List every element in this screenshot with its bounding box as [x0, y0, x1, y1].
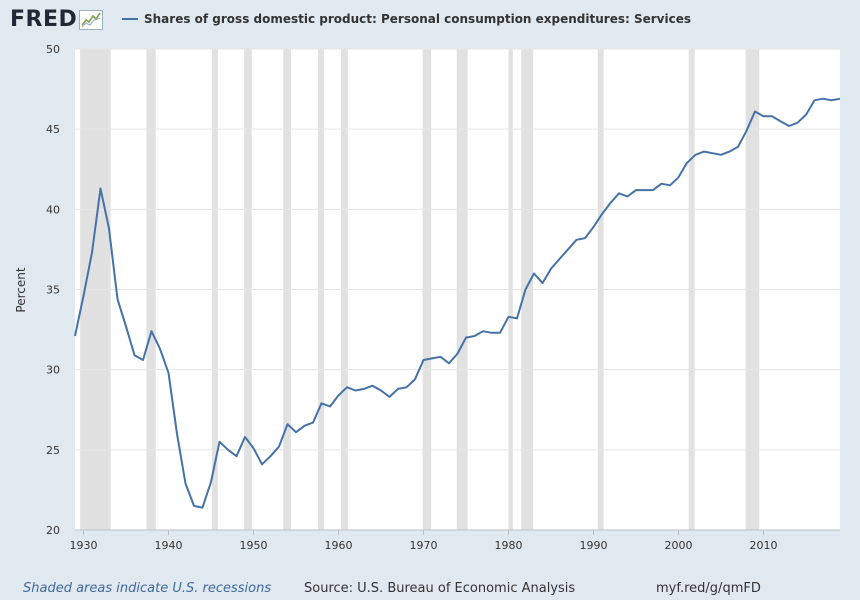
- short-url-link[interactable]: myf.red/g/qmFD: [656, 581, 761, 596]
- x-tick-label: 1980: [495, 539, 523, 552]
- legend-swatch: [122, 18, 138, 20]
- x-axis-ticks: 1930 1940 1950 1960 1970 1980 1990 2000 2010: [70, 530, 778, 552]
- chart-header: FRED Shares of gross domestic product: P…: [0, 0, 860, 40]
- y-tick-label: 35: [46, 284, 60, 297]
- trend-chart-icon: [79, 9, 104, 30]
- x-tick-label: 1970: [410, 539, 438, 552]
- y-axis-label: Percent: [14, 267, 28, 312]
- source-note: Source: U.S. Bureau of Economic Analysis: [304, 581, 576, 596]
- series-layer: [74, 97, 841, 509]
- x-tick-label: 2000: [665, 539, 693, 552]
- series-line: [74, 97, 841, 509]
- chart-footer: Shaded areas indicate U.S. recessions So…: [0, 578, 860, 600]
- chart-legend: Shares of gross domestic product: Person…: [122, 12, 691, 26]
- fred-logo[interactable]: FRED: [10, 7, 104, 32]
- y-tick-label: 25: [46, 444, 60, 457]
- x-tick-label: 1940: [155, 539, 183, 552]
- y-tick-label: 20: [46, 524, 60, 537]
- grid-lines: [75, 48, 840, 531]
- recession-note: Shaded areas indicate U.S. recessions: [23, 581, 272, 596]
- x-tick-label: 1990: [580, 539, 608, 552]
- y-tick-label: 30: [46, 364, 60, 377]
- y-tick-label: 40: [46, 203, 60, 216]
- x-tick-label: 1930: [70, 539, 98, 552]
- fred-logo-text: FRED: [10, 7, 78, 32]
- y-tick-label: 50: [46, 43, 60, 56]
- x-tick-label: 1950: [240, 539, 268, 552]
- x-tick-label: 1960: [325, 539, 353, 552]
- y-axis-ticks: 20 25 30 35 40 45 50: [46, 43, 60, 537]
- x-tick-label: 2010: [750, 539, 778, 552]
- y-tick-label: 45: [46, 123, 60, 136]
- legend-series-label: Shares of gross domestic product: Person…: [144, 12, 691, 26]
